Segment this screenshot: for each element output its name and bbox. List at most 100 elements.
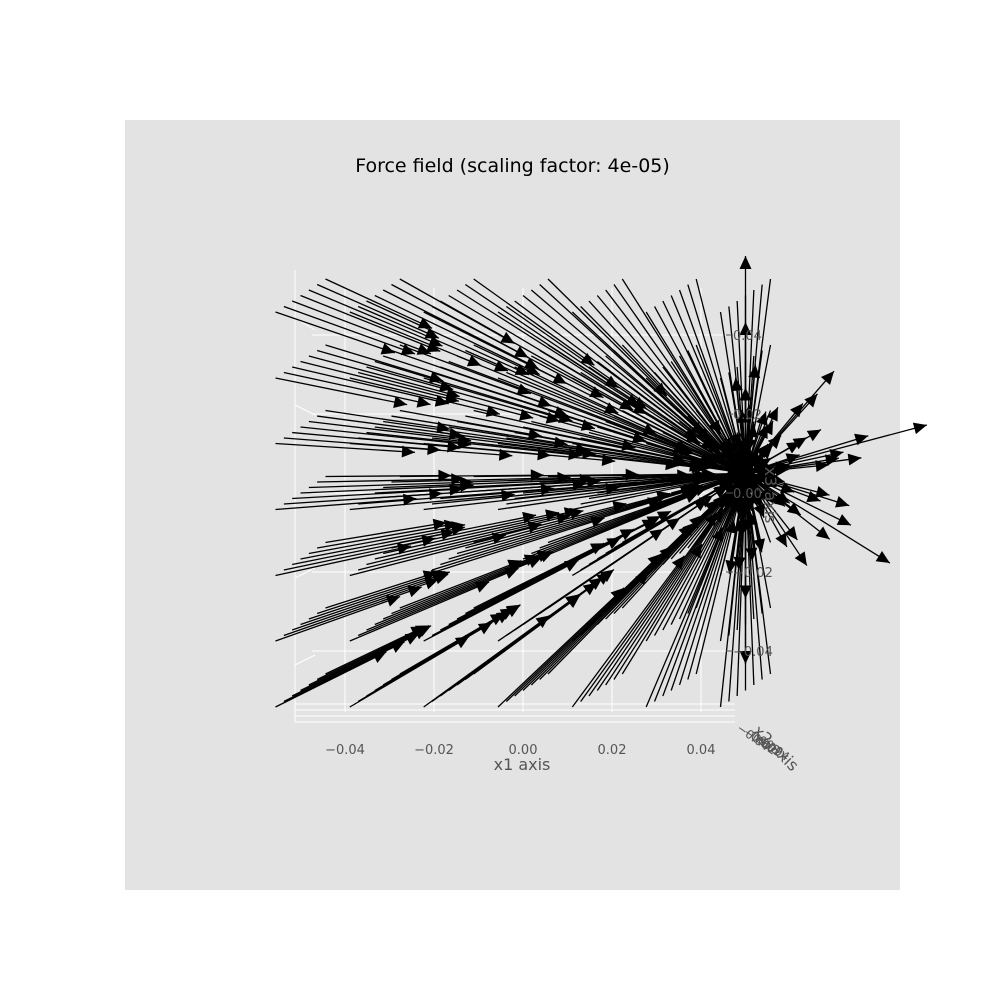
force-arrow-head: [847, 453, 862, 466]
pane-edge: [294, 654, 316, 666]
force-arrow-shaft: [662, 366, 798, 541]
force-arrow-shaft: [308, 524, 466, 555]
force-arrow-shaft: [423, 615, 550, 708]
force-arrow-head: [806, 429, 822, 442]
force-arrow-shaft: [464, 283, 619, 389]
force-arrow-head: [737, 463, 750, 478]
force-arrow-shaft: [291, 300, 432, 355]
force-arrow-shaft: [448, 485, 703, 560]
force-arrow-shaft: [275, 497, 417, 511]
force-arrow-head: [390, 641, 405, 653]
force-arrow-shaft: [431, 305, 604, 399]
force-arrow-shaft: [654, 434, 782, 571]
force-arrow-shaft: [473, 278, 595, 366]
pane-edges: [294, 270, 735, 723]
force-arrow-shaft: [736, 404, 750, 631]
force-arrow-shaft: [431, 437, 679, 467]
force-arrow-head: [535, 615, 550, 629]
force-arrow-shaft: [505, 305, 698, 441]
force-arrow-shaft: [399, 514, 537, 544]
force-arrow-shaft: [325, 278, 433, 329]
force-arrow-head: [739, 651, 752, 665]
force-arrow-shaft: [316, 283, 440, 339]
force-arrow-head: [656, 511, 672, 523]
force-arrow-shaft: [283, 641, 405, 703]
force-arrow-shaft: [431, 498, 662, 571]
force-arrow-shaft: [374, 480, 601, 494]
force-arrow-head: [767, 435, 782, 449]
force-arrow-shaft: [530, 289, 718, 450]
force-arrow-head: [734, 442, 747, 456]
force-arrow-head: [565, 594, 580, 607]
force-arrow-shaft: [654, 437, 795, 493]
force-arrow-head: [444, 392, 459, 404]
force-arrow-shaft: [719, 481, 745, 642]
force-arrow-shaft: [671, 424, 928, 494]
force-arrow-shaft: [325, 521, 447, 544]
force-arrow-head: [725, 438, 737, 453]
force-arrow-shaft: [497, 311, 648, 410]
x-tick-label: 0.00: [509, 743, 538, 758]
force-arrow-shaft: [374, 426, 596, 456]
force-arrow-shaft: [399, 559, 522, 609]
chart-title: Force field (scaling factor: 4e-05): [355, 155, 670, 177]
force-arrow-shaft: [571, 555, 685, 708]
force-arrow-shaft: [588, 431, 830, 496]
force-arrow-shaft: [317, 522, 458, 549]
force-arrow-shaft: [399, 344, 532, 395]
force-arrow-shaft: [349, 534, 506, 577]
force-arrow-shaft: [571, 478, 736, 577]
force-arrow-head: [466, 355, 482, 367]
force-arrow-head: [424, 578, 439, 590]
force-arrow-head: [524, 357, 539, 369]
force-arrow-shaft: [349, 493, 515, 511]
force-arrow-head: [619, 398, 634, 410]
force-arrow-shaft: [645, 377, 747, 474]
force-arrow-head: [780, 481, 795, 494]
force-arrow-shaft: [275, 595, 401, 642]
x-tick-label: −0.02: [414, 743, 454, 758]
force-arrow-head: [875, 551, 890, 564]
force-arrow-head: [835, 495, 850, 508]
force-arrow-shaft: [283, 305, 416, 355]
force-arrow-shaft: [456, 289, 640, 407]
force-arrow-shaft: [605, 493, 733, 686]
arrow-layer: [275, 256, 928, 708]
force-arrow-shaft: [325, 571, 438, 609]
force-arrow-shaft: [357, 305, 509, 372]
force-arrow-head: [416, 395, 431, 408]
force-arrow-shaft: [622, 472, 745, 478]
force-arrow-head: [580, 352, 595, 366]
force-arrow-shaft: [358, 371, 534, 419]
force-arrow-head: [671, 555, 685, 570]
force-arrow-shaft: [317, 478, 465, 483]
force-arrow-shaft: [645, 486, 739, 642]
force-arrow-shaft: [571, 311, 712, 442]
force-arrow-shaft: [497, 528, 664, 642]
force-arrow-head: [385, 595, 401, 607]
force-arrow-head: [519, 408, 534, 421]
force-arrow-head: [745, 547, 758, 562]
force-arrow-shaft: [391, 554, 539, 615]
force-arrow-head: [753, 538, 765, 553]
force-arrow-shaft: [383, 509, 578, 555]
force-arrow-shaft: [580, 511, 718, 702]
force-arrow-head: [564, 560, 579, 572]
force-arrow-head: [514, 346, 529, 358]
force-arrow-head: [610, 587, 625, 602]
z-tick-labels: 0.04 0.02 0.00 −0.02 −0.04: [726, 329, 773, 660]
z-tick-label: −0.04: [733, 645, 773, 660]
force-arrow-shaft: [613, 508, 724, 680]
force-arrow-shaft: [505, 553, 662, 702]
force-arrow-shaft: [374, 510, 584, 560]
force-arrow-shaft: [300, 360, 460, 402]
z-axis-label: x3 axis: [761, 467, 780, 524]
force-arrow-shaft: [358, 523, 542, 571]
force-arrow-shaft: [613, 284, 736, 459]
force-arrow-shaft: [654, 372, 772, 503]
force-arrow-shaft: [275, 311, 395, 354]
force-arrow-shaft: [514, 366, 747, 475]
force-arrow-head: [746, 483, 758, 498]
force-arrow-head: [522, 511, 537, 524]
force-arrow-head: [433, 572, 449, 585]
